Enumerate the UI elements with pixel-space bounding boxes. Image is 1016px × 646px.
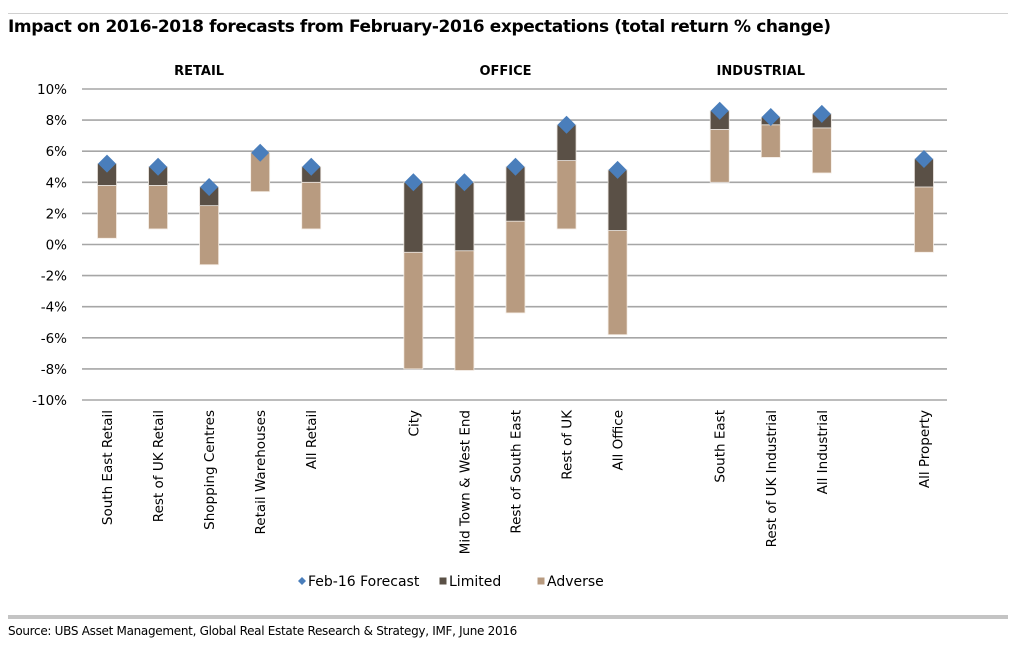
legend-square-icon bbox=[537, 577, 545, 585]
forecast-marker bbox=[812, 104, 831, 123]
legend-label: Limited bbox=[449, 574, 501, 590]
category-label: Rest of UK Industrial bbox=[764, 410, 780, 547]
y-tick-label: 4% bbox=[46, 175, 68, 191]
category-labels: South East Retail Rest of UK Retail Shoppi… bbox=[100, 409, 933, 554]
bars bbox=[97, 110, 934, 371]
forecast-marker bbox=[557, 115, 576, 134]
category-label: All Retail bbox=[304, 410, 320, 469]
limited-bar bbox=[403, 181, 424, 253]
y-tick-label: -2% bbox=[41, 269, 67, 285]
y-tick-label: 6% bbox=[46, 144, 68, 160]
adverse-bar bbox=[199, 205, 220, 266]
adverse-bar bbox=[709, 129, 730, 183]
legend-square-icon bbox=[439, 577, 447, 585]
adverse-bar bbox=[811, 127, 832, 174]
adverse-bar bbox=[454, 250, 475, 371]
y-tick-label: -4% bbox=[41, 300, 67, 316]
adverse-bar bbox=[148, 185, 168, 230]
category-label: Retail Warehouses bbox=[253, 410, 269, 535]
adverse-bar bbox=[97, 185, 117, 239]
forecast-marker bbox=[506, 157, 525, 176]
category-label: City bbox=[406, 410, 422, 436]
y-tick-label: 2% bbox=[46, 206, 68, 222]
forecast-marker bbox=[404, 173, 423, 192]
category-label: All Industrial bbox=[815, 410, 831, 494]
y-tick-label: -6% bbox=[41, 331, 67, 347]
legend: Feb-16 Forecast Limited Adverse bbox=[298, 574, 604, 590]
y-tick-label: 8% bbox=[46, 113, 68, 129]
adverse-bar bbox=[301, 181, 322, 230]
forecast-marker bbox=[710, 101, 729, 120]
forecast-marker bbox=[149, 157, 168, 176]
adverse-bar bbox=[505, 220, 526, 314]
y-tick-label: -10% bbox=[32, 393, 67, 409]
limited-bar bbox=[607, 169, 628, 231]
legend-diamond-icon bbox=[298, 577, 306, 585]
adverse-bar bbox=[403, 251, 424, 370]
limited-bar bbox=[454, 181, 475, 252]
adverse-bar bbox=[607, 230, 628, 336]
forecast-marker bbox=[914, 149, 933, 168]
legend-label: Adverse bbox=[547, 574, 604, 590]
category-label: Rest of South East bbox=[508, 410, 524, 534]
category-label: All Property bbox=[917, 410, 933, 488]
category-label: Rest of UK Retail bbox=[151, 410, 167, 522]
category-label: South East Retail bbox=[100, 410, 116, 525]
group-labels: RETAIL OFFICE INDUSTRIAL bbox=[174, 64, 805, 79]
adverse-bar bbox=[914, 186, 934, 253]
y-axis-ticks: 10% 8% 6% 4% 2% 0% -2% -4% -6% -8% -10% bbox=[32, 82, 67, 409]
category-label: South East bbox=[713, 410, 729, 483]
source-note: Source: UBS Asset Management, Global Rea… bbox=[8, 624, 517, 638]
legend-label: Feb-16 Forecast bbox=[308, 574, 420, 590]
forecast-markers bbox=[98, 101, 933, 196]
adverse-bar bbox=[556, 160, 577, 230]
category-label: All Office bbox=[611, 410, 627, 470]
category-label: Rest of UK bbox=[560, 409, 576, 480]
forecast-marker bbox=[608, 160, 627, 179]
adverse-bar bbox=[760, 124, 781, 158]
forecast-marker bbox=[302, 157, 321, 176]
group-label: OFFICE bbox=[479, 64, 531, 79]
category-label: Shopping Centres bbox=[202, 410, 218, 530]
chart-title: Impact on 2016-2018 forecasts from Febru… bbox=[8, 17, 831, 37]
y-tick-label: -8% bbox=[41, 362, 67, 378]
category-label: Mid Town & West End bbox=[457, 410, 473, 554]
group-label: INDUSTRIAL bbox=[717, 64, 806, 79]
bottom-rule bbox=[8, 615, 1008, 619]
y-tick-label: 10% bbox=[37, 82, 67, 98]
forecast-marker bbox=[761, 107, 780, 126]
top-rule bbox=[8, 13, 1008, 14]
y-tick-label: 0% bbox=[46, 238, 68, 254]
forecast-marker bbox=[455, 173, 474, 192]
group-label: RETAIL bbox=[174, 64, 224, 79]
forecast-marker bbox=[200, 177, 219, 196]
forecast-marker bbox=[251, 143, 270, 162]
forecast-marker bbox=[98, 154, 116, 173]
